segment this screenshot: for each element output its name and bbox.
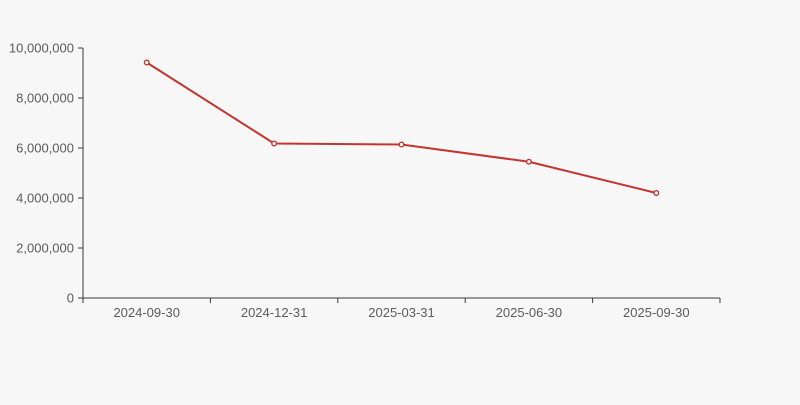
y-axis-tick-label: 0	[67, 291, 74, 306]
x-axis-tick-label: 2025-06-30	[496, 305, 563, 320]
data-point-marker	[398, 141, 405, 148]
data-point-marker	[143, 59, 150, 66]
x-axis-tick-label: 2024-09-30	[113, 305, 180, 320]
x-axis-tick-label: 2024-12-31	[241, 305, 308, 320]
series-line	[145, 61, 658, 194]
y-axis-tick-label: 2,000,000	[16, 241, 74, 256]
data-point-marker	[271, 140, 278, 147]
y-axis-tick-label: 8,000,000	[16, 91, 74, 106]
x-axis-tick-label: 2025-09-30	[623, 305, 690, 320]
y-axis-tick-label: 4,000,000	[16, 191, 74, 206]
x-axis-tick-label: 2025-03-31	[368, 305, 435, 320]
y-axis-tick-label: 6,000,000	[16, 141, 74, 156]
y-axis-tick-label: 10,000,000	[9, 41, 74, 56]
data-point-marker	[525, 158, 532, 165]
data-point-marker	[653, 189, 660, 196]
